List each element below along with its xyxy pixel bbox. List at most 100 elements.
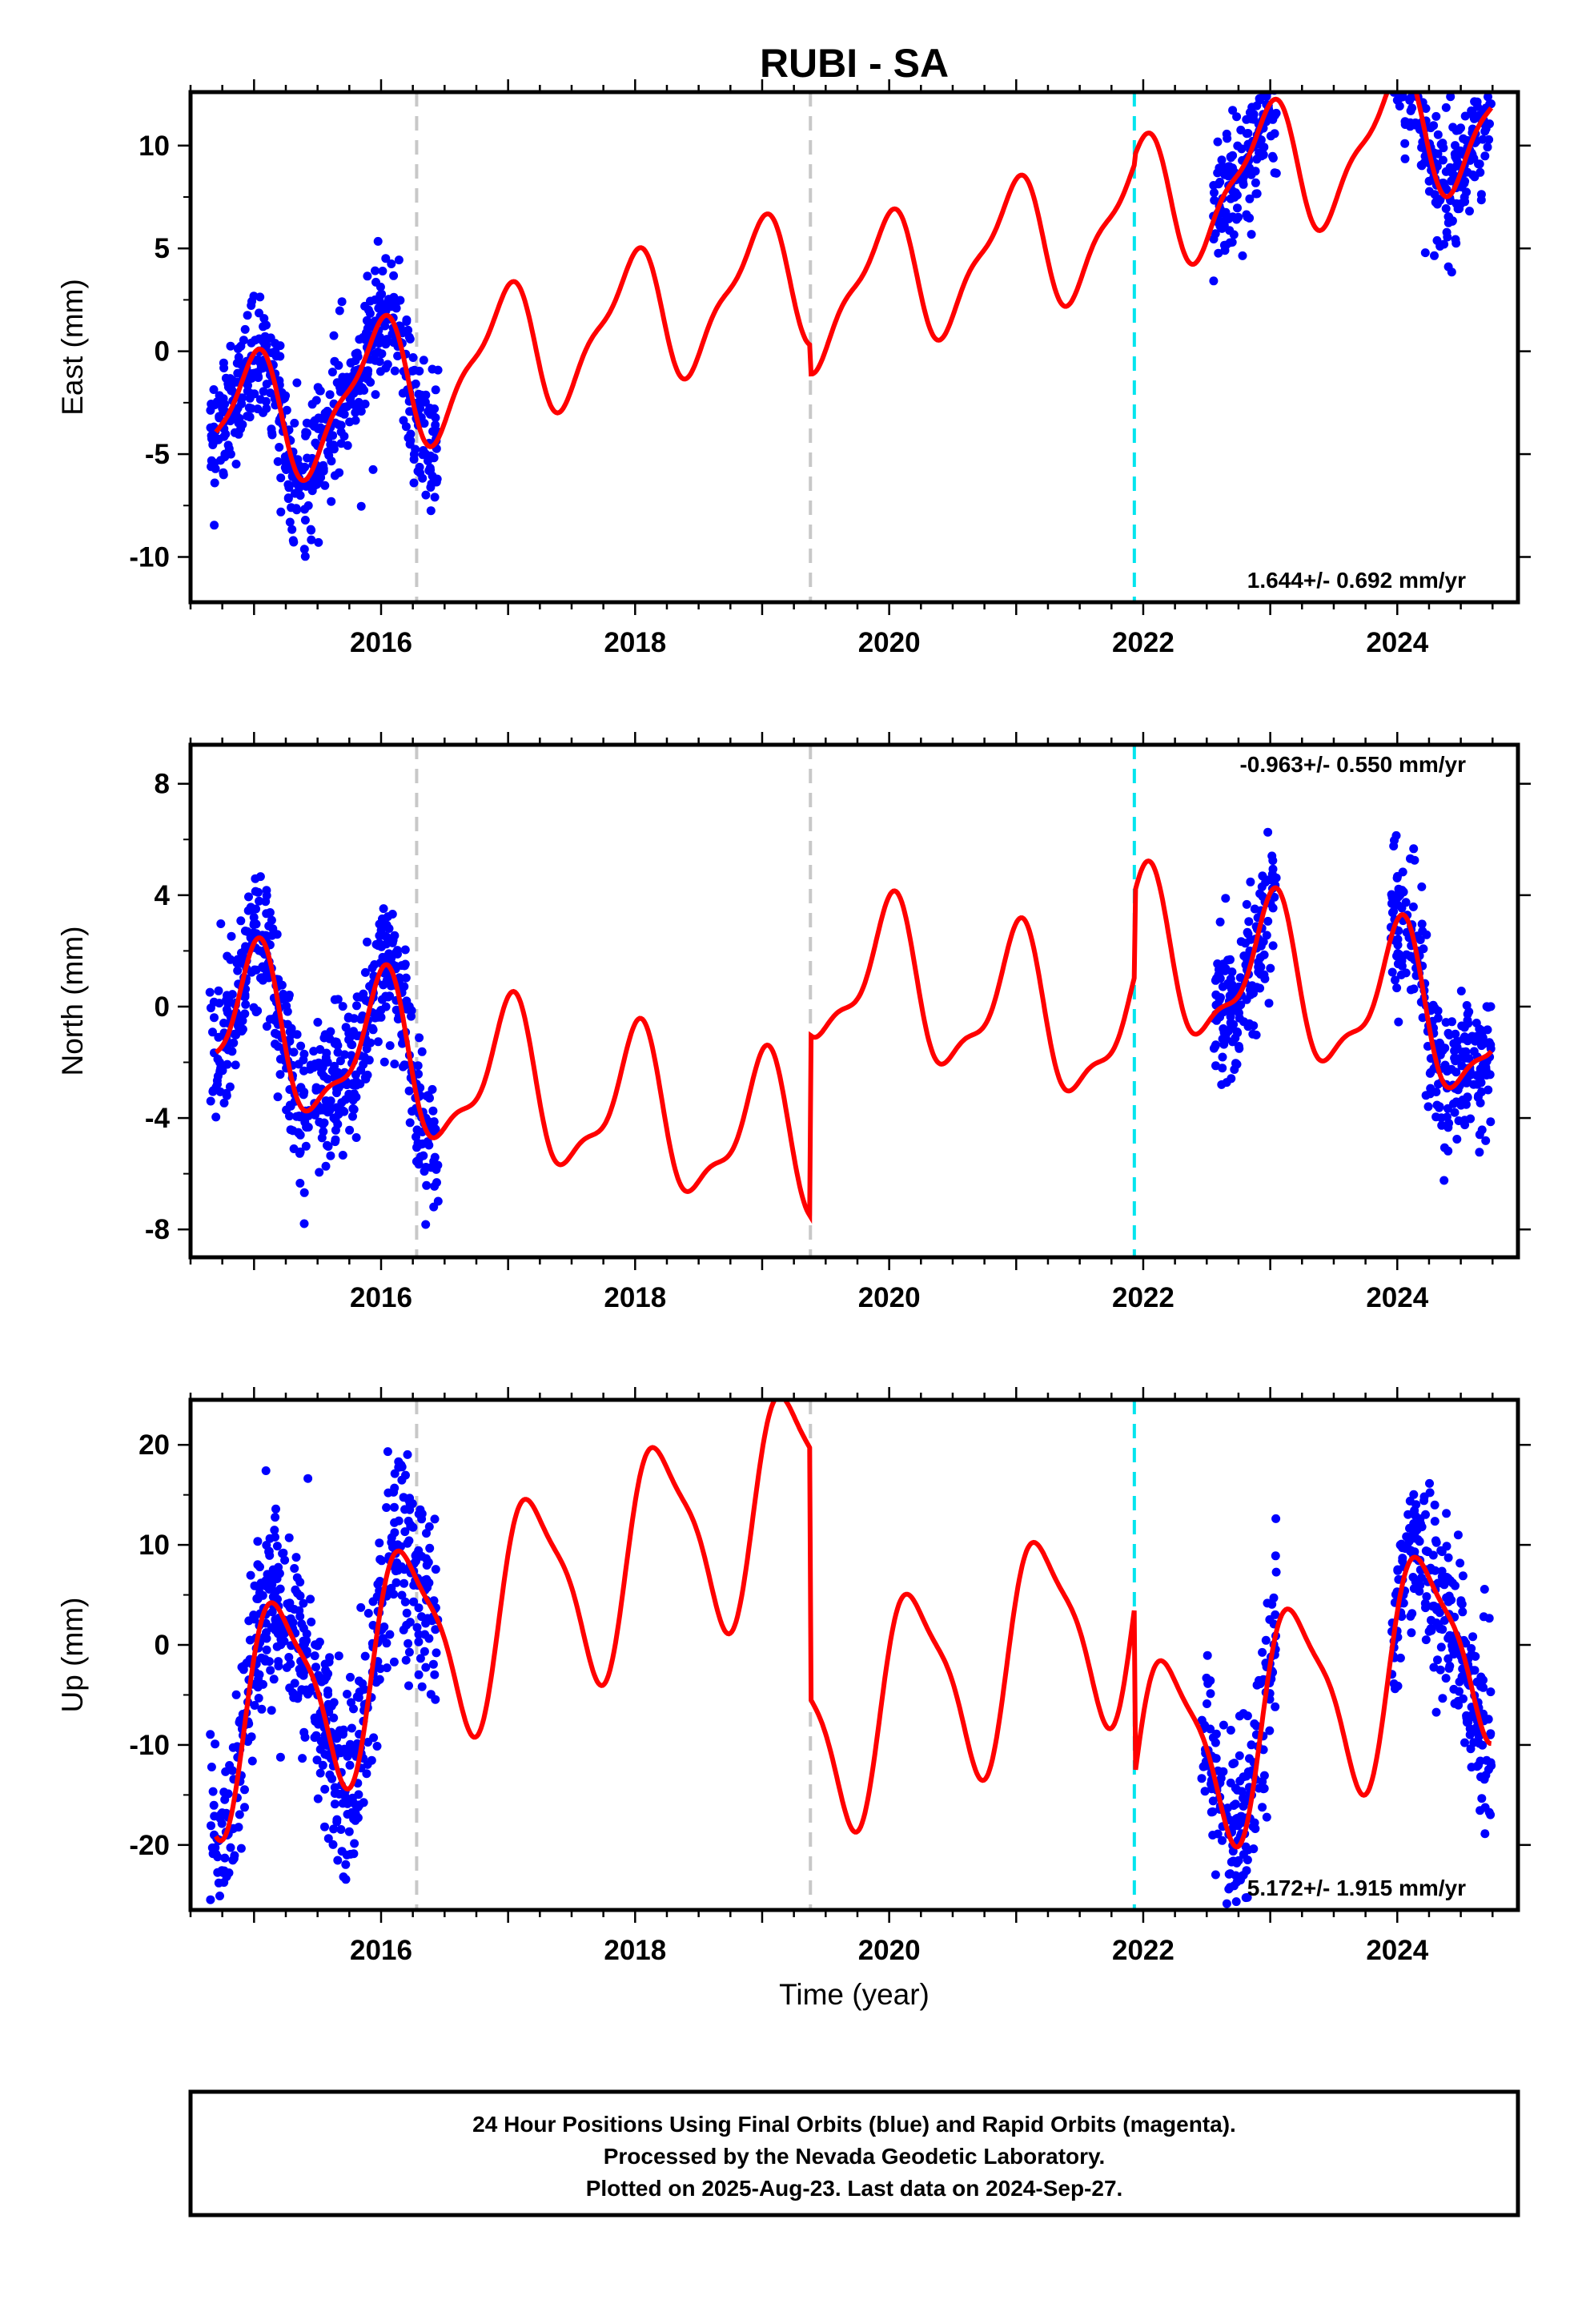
east-data-point [275,341,285,351]
up-data-point [1486,1687,1496,1697]
up-data-point [1391,1684,1399,1694]
north-data-point [373,1037,383,1047]
up-data-point [368,1597,378,1606]
north-data-point [277,980,287,990]
north-data-point [249,920,259,930]
up-data-point [299,1671,308,1680]
up-data-point [257,1653,267,1663]
up-data-point [247,1732,256,1742]
up-data-point [253,1537,263,1546]
up-data-point [274,1661,283,1671]
up-data-point [1438,1694,1447,1703]
north-data-point [415,1033,424,1043]
up-data-point [412,1556,420,1566]
up-data-point [269,1675,279,1684]
east-data-point [1252,155,1262,164]
north-data-point [262,909,271,919]
up-data-point [350,1839,359,1848]
up-data-point [383,1447,392,1457]
up-data-point [394,1457,404,1466]
north-data-point [311,1085,321,1095]
east-data-point [215,412,224,421]
north-data-point [330,1072,339,1082]
east-data-point [314,537,323,547]
east-data-point [1225,226,1235,235]
east-data-point [1452,155,1461,164]
north-y-tick-label: 8 [155,769,170,800]
up-data-point [1226,1778,1235,1787]
north-data-point [404,1086,414,1096]
up-data-point [1259,1783,1269,1793]
north-data-point [413,1061,423,1071]
north-rate-label: -0.963+/- 0.550 mm/yr [1239,752,1466,777]
up-data-point [424,1522,434,1531]
north-data-point [1252,983,1262,992]
up-data-point [1486,1729,1496,1739]
north-data-point [1486,1002,1496,1011]
east-data-point [284,483,294,493]
east-data-point [301,481,311,491]
up-data-point [403,1449,412,1459]
east-data-point [1227,238,1237,247]
up-data-point [1479,1612,1488,1622]
east-data-point [1243,129,1253,138]
up-data-point [352,1692,362,1702]
east-data-point [1211,229,1220,239]
north-data-point [432,1178,441,1188]
east-data-point [220,400,230,408]
up-x-tick-label: 2018 [604,1935,666,1966]
east-data-point [328,431,337,440]
east-data-point [276,507,286,517]
north-data-point [267,915,276,925]
up-data-point [221,1767,231,1776]
up-data-point [227,1766,237,1775]
up-data-point [408,1499,417,1509]
north-data-point [1266,963,1275,973]
north-data-point [211,1082,221,1092]
north-data-point [352,1001,361,1011]
up-data-point [421,1663,431,1672]
north-data-point [1270,892,1279,902]
up-data-point [1480,1829,1490,1839]
north-data-point [1227,1074,1236,1084]
up-data-point [222,1808,231,1818]
north-data-point [1457,1061,1467,1071]
east-data-point [1215,163,1224,173]
north-data-point [1435,1103,1444,1112]
east-data-point [355,335,364,344]
east-data-point [210,478,219,488]
east-data-point [299,545,309,554]
up-data-point [1439,1616,1449,1625]
east-data-point [267,430,277,440]
up-data-point [375,1538,384,1548]
north-data-point [229,1038,239,1047]
north-data-point [283,1019,292,1029]
north-data-point [412,1143,421,1152]
north-data-point [352,992,362,1002]
north-data-point [362,1044,371,1054]
north-data-point [285,1112,294,1121]
east-data-point [250,389,259,399]
north-data-point [1452,1135,1462,1144]
north-data-point [1417,882,1427,891]
up-data-point [1458,1607,1468,1617]
east-data-point [233,404,243,413]
up-data-point [1235,1711,1244,1721]
up-data-point [1408,1531,1418,1541]
north-data-point [1267,851,1277,861]
north-data-point [299,1188,309,1197]
north-data-point [238,1016,247,1026]
north-data-point [1393,871,1402,881]
up-data-point [1415,1519,1425,1528]
up-data-point [207,1821,215,1831]
up-data-point [207,1843,217,1852]
up-data-point [329,1713,339,1723]
north-data-point [1215,917,1225,927]
east-data-point [221,373,231,383]
north-data-point [208,1027,217,1037]
east-data-point [326,440,335,449]
north-data-point [1483,1025,1492,1035]
north-data-point [414,1160,424,1169]
north-data-point [1263,875,1272,885]
east-data-point [273,456,283,466]
